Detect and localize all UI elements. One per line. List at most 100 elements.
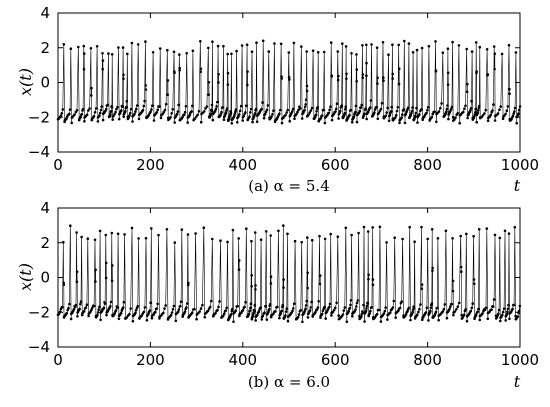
- data-point: [291, 309, 294, 313]
- data-point: [130, 226, 134, 230]
- data-point: [322, 108, 325, 112]
- data-point: [446, 83, 450, 86]
- data-point: [234, 110, 237, 113]
- data-point: [356, 299, 360, 302]
- data-point: [414, 114, 417, 117]
- data-point: [162, 311, 165, 315]
- data-point: [318, 282, 322, 286]
- data-point: [269, 282, 273, 285]
- y-tick-label: −2: [28, 108, 50, 126]
- data-point: [65, 311, 69, 315]
- data-point: [431, 269, 434, 273]
- data-point: [121, 105, 124, 108]
- data-point: [154, 310, 157, 314]
- data-point: [259, 306, 262, 310]
- data-point: [365, 307, 368, 310]
- data-point: [177, 103, 180, 107]
- data-point: [225, 109, 228, 112]
- data-point: [381, 41, 385, 44]
- data-point: [67, 306, 70, 310]
- data-point: [347, 309, 351, 313]
- data-point: [178, 53, 181, 56]
- data-point: [237, 115, 240, 118]
- data-point: [236, 304, 239, 308]
- data-point: [407, 306, 411, 310]
- data-point: [164, 304, 167, 307]
- data-point: [264, 304, 267, 308]
- data-point: [155, 111, 159, 114]
- data-point: [254, 284, 257, 287]
- data-point: [253, 112, 257, 115]
- data-point: [264, 230, 268, 233]
- data-point: [129, 111, 132, 115]
- data-point: [251, 120, 254, 124]
- data-point: [322, 50, 326, 54]
- data-point: [151, 51, 155, 54]
- data-point: [458, 121, 462, 125]
- data-point: [365, 74, 368, 77]
- x-tick-label: 0: [53, 351, 63, 369]
- data-point: [498, 108, 501, 112]
- data-point: [122, 77, 125, 80]
- data-point: [255, 41, 258, 44]
- data-point: [94, 280, 97, 283]
- data-point: [304, 98, 308, 101]
- data-point: [469, 107, 473, 110]
- data-point: [96, 313, 99, 317]
- panel-a-ylabel: x(t): [16, 68, 35, 96]
- data-point: [62, 43, 66, 46]
- data-point: [334, 306, 337, 310]
- data-point: [110, 105, 114, 109]
- data-point: [193, 308, 196, 311]
- data-point: [478, 45, 482, 49]
- data-point: [507, 232, 511, 235]
- data-point: [142, 104, 146, 108]
- data-point: [337, 117, 340, 120]
- x-tick-label: 800: [413, 156, 442, 174]
- data-point: [285, 307, 289, 311]
- data-point: [382, 76, 385, 79]
- data-point: [164, 102, 168, 106]
- data-point: [261, 314, 265, 318]
- data-point: [222, 312, 226, 316]
- data-point: [121, 46, 125, 49]
- data-point: [397, 309, 400, 312]
- data-point: [355, 80, 359, 83]
- data-point: [136, 304, 140, 308]
- data-point: [134, 311, 137, 315]
- data-point: [450, 105, 454, 109]
- data-point: [234, 108, 238, 111]
- data-point: [191, 49, 195, 53]
- data-point: [296, 110, 299, 114]
- data-point: [173, 121, 176, 124]
- data-point: [463, 107, 466, 110]
- data-point: [280, 77, 284, 80]
- data-point: [407, 42, 411, 45]
- data-point: [429, 306, 433, 310]
- data-point: [280, 75, 283, 78]
- data-point: [336, 78, 340, 82]
- data-point: [420, 46, 424, 50]
- data-point: [476, 111, 480, 114]
- data-point: [159, 116, 163, 120]
- data-point: [170, 112, 173, 115]
- data-point: [226, 83, 230, 86]
- data-point: [175, 112, 179, 116]
- data-point: [176, 310, 180, 314]
- data-point: [499, 319, 502, 323]
- data-point: [207, 93, 210, 96]
- data-point: [233, 112, 237, 115]
- data-point: [379, 107, 383, 111]
- data-point: [361, 76, 365, 79]
- data-point: [484, 306, 488, 310]
- data-point: [242, 114, 245, 118]
- data-point: [470, 99, 473, 103]
- data-point: [276, 305, 279, 309]
- data-point: [316, 106, 319, 109]
- data-point: [102, 306, 106, 310]
- data-point: [465, 319, 469, 323]
- data-point: [418, 308, 421, 311]
- data-point: [456, 112, 460, 115]
- data-point: [345, 320, 349, 324]
- data-point: [364, 107, 368, 110]
